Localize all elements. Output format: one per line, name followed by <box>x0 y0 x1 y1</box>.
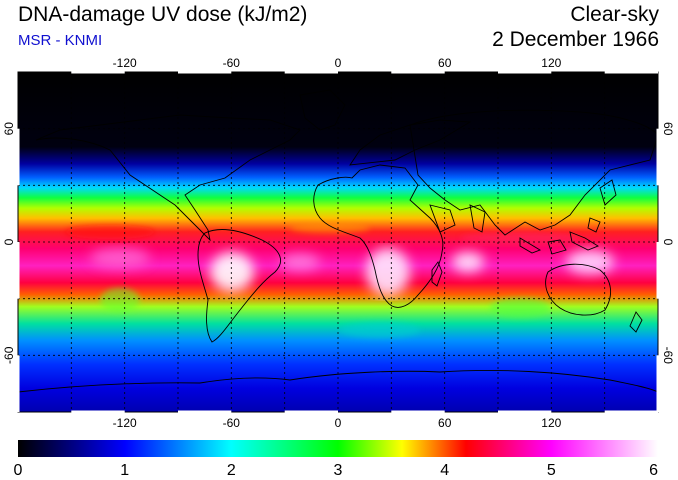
coastlines <box>18 89 658 393</box>
colorbar-label-2: 2 <box>227 462 236 479</box>
lon-tick-bottom-1: -60 <box>223 416 241 430</box>
sky-condition-label: Clear-sky <box>570 3 659 26</box>
colorbar-label-0: 0 <box>14 462 23 479</box>
frame-ticks <box>16 70 660 414</box>
colorbar <box>18 440 658 457</box>
lat-tick-right-2: -60 <box>661 347 675 365</box>
lat-tick-left-1: 0 <box>2 238 16 245</box>
lon-tick-bottom-0: -120 <box>113 416 137 430</box>
source-label: MSR - KNMI <box>18 32 103 49</box>
colorbar-label-3: 3 <box>334 462 343 479</box>
graticule <box>18 72 658 412</box>
lat-tick-right-0: 60 <box>661 122 675 136</box>
lon-tick-top-4: 120 <box>541 56 561 70</box>
lat-tick-left-2: -60 <box>2 346 16 364</box>
lon-tick-bottom-3: 60 <box>438 416 452 430</box>
colorbar-label-6: 6 <box>649 462 658 479</box>
lon-tick-top-2: 0 <box>335 56 342 70</box>
lon-tick-bottom-4: 120 <box>541 416 561 430</box>
lon-tick-bottom-2: 0 <box>335 416 342 430</box>
date-label: 2 December 1966 <box>492 28 659 51</box>
map-title: DNA-damage UV dose (kJ/m2) <box>18 3 308 26</box>
colorbar-label-1: 1 <box>120 462 129 479</box>
colorbar-label-5: 5 <box>547 462 556 479</box>
lon-tick-top-3: 60 <box>438 56 452 70</box>
lat-tick-right-1: 0 <box>661 239 675 246</box>
colorbar-label-4: 4 <box>440 462 449 479</box>
lon-tick-top-0: -120 <box>113 56 137 70</box>
lon-tick-top-1: -60 <box>223 56 241 70</box>
lat-tick-left-0: 60 <box>2 122 16 136</box>
